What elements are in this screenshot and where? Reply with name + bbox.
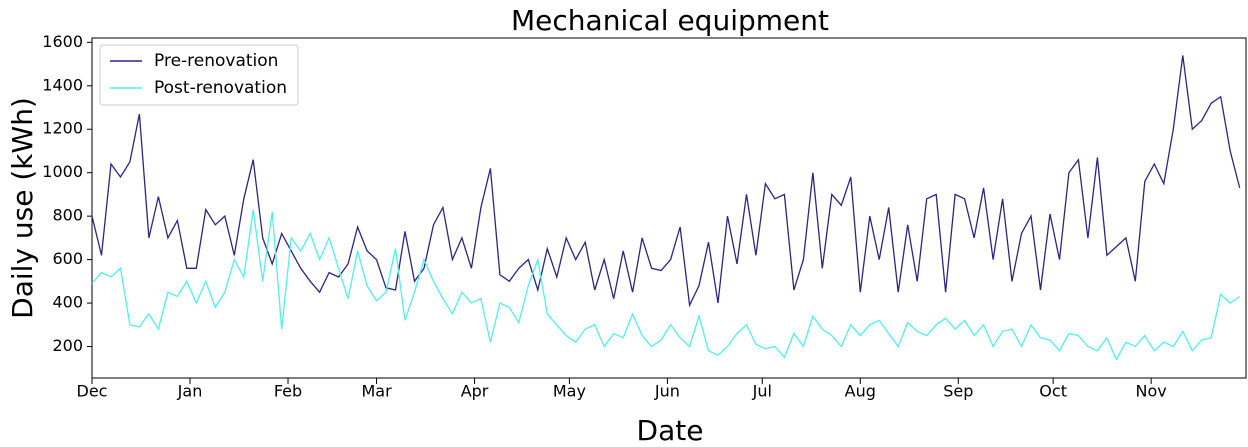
x-tick-label: Dec [77,382,108,401]
x-tick-label: Aug [845,382,876,401]
legend-box [99,44,299,106]
x-tick-label: May [553,382,586,401]
x-tick-label: Jun [654,382,680,401]
data-line [91,55,1241,308]
x-tick-label: Nov [1136,382,1167,401]
y-tick-label: 400 [52,293,83,312]
x-axis-label: Date [637,414,704,447]
y-tick-label: 1200 [42,119,83,138]
data-line [91,209,1241,361]
y-tick-label: 800 [52,206,83,225]
y-tick-label: 1000 [42,162,83,181]
x-tick-label: Feb [274,382,302,401]
y-tick-label: 200 [52,336,83,355]
legend-label: Post-renovation [154,78,287,98]
legend-label: Pre-renovation [154,51,278,71]
x-tick-label: Sep [943,382,973,401]
x-tick-label: Jan [177,382,203,401]
y-axis-label: Daily use (kWh) [6,97,39,319]
x-tick-label: Oct [1039,382,1067,401]
plot-frame [91,37,1247,379]
y-tick-label: 1600 [42,32,83,51]
x-tick-label: Apr [461,382,489,401]
x-tick-label: Mar [361,382,392,401]
x-tick-label: Jul [752,382,772,401]
y-tick-label: 600 [52,249,83,268]
y-tick-label: 1400 [42,75,83,94]
chart-title: Mechanical equipment [511,4,829,37]
